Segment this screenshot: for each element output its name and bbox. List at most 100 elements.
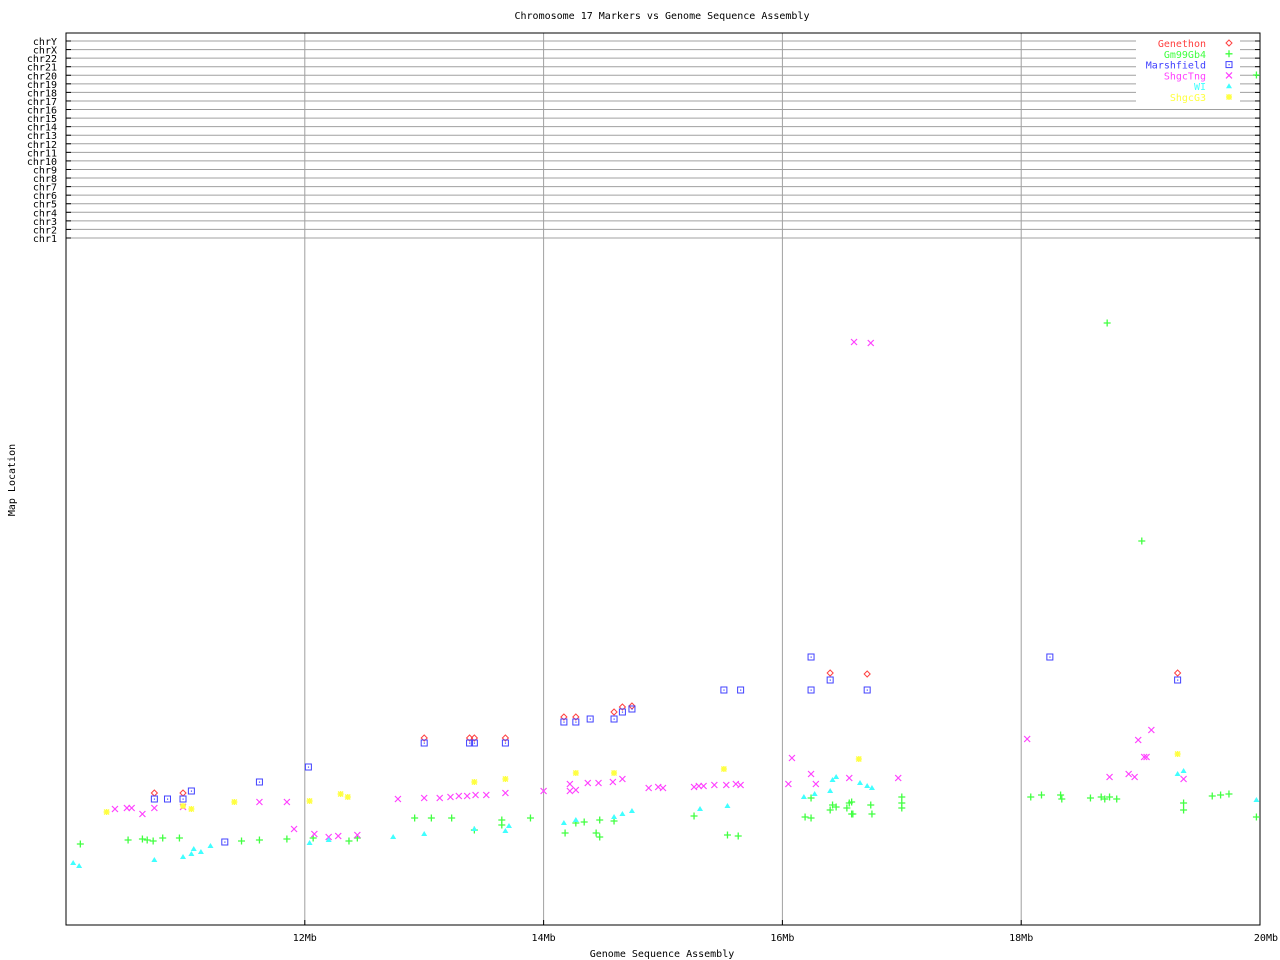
data-point-dot (575, 721, 577, 723)
data-point (807, 686, 815, 694)
data-point (1252, 813, 1260, 821)
y-axis-label: Map Location (7, 444, 18, 516)
data-point (560, 718, 568, 726)
legend-label: Gm99Gb4 (1164, 50, 1206, 61)
data-point (231, 799, 238, 805)
data-point (829, 801, 837, 809)
data-point (829, 777, 836, 782)
data-point-dot (190, 790, 193, 792)
legend-marker-square-icon-dot (1228, 64, 1230, 66)
data-point (187, 787, 195, 795)
data-point (128, 804, 136, 812)
data-point (498, 821, 506, 829)
data-point (420, 794, 428, 802)
data-point (734, 832, 742, 840)
data-point (618, 775, 626, 783)
data-point (421, 831, 428, 836)
data-points (70, 71, 1260, 868)
data-point (1140, 753, 1148, 761)
data-point (1253, 797, 1260, 802)
data-point (864, 783, 871, 788)
data-point (863, 670, 871, 678)
series-shgctng (111, 338, 1188, 841)
data-point-dot (563, 721, 565, 723)
data-point (724, 803, 731, 808)
data-point (501, 734, 510, 742)
data-point (611, 814, 618, 819)
data-point (238, 837, 246, 845)
data-point (1180, 768, 1187, 773)
data-point (850, 338, 858, 346)
y-axis-ticks: chr1chr2chr3chr4chr5chr6chr7chr8chr9chr1… (27, 37, 1260, 245)
data-point (255, 778, 263, 786)
data-point (560, 713, 568, 721)
data-point (848, 798, 856, 806)
data-point (572, 770, 579, 776)
legend-marker-cross-icon (1225, 71, 1233, 79)
data-point (845, 774, 853, 782)
data-point (595, 779, 602, 787)
data-point (466, 739, 474, 747)
data-point (103, 809, 110, 815)
data-point (867, 801, 875, 809)
data-point (163, 795, 171, 803)
data-point (502, 828, 509, 833)
chart-title: Chromosome 17 Markers vs Genome Sequence… (514, 11, 809, 22)
data-point (501, 789, 509, 797)
data-point (807, 653, 815, 661)
data-point (1106, 773, 1113, 781)
data-point (76, 863, 83, 868)
data-point (737, 686, 745, 694)
data-point (1101, 795, 1109, 803)
data-point (1138, 537, 1146, 545)
data-point (180, 854, 187, 859)
data-point (1103, 319, 1111, 327)
data-point (1125, 770, 1133, 778)
data-point-dot (1177, 679, 1179, 681)
legend-label: WI (1194, 82, 1206, 93)
data-point (898, 793, 906, 801)
y-tick-label: chrY (33, 37, 57, 48)
y-tick-label: chr6 (33, 191, 57, 202)
data-point (645, 784, 653, 792)
data-point (807, 770, 815, 778)
data-point (420, 739, 428, 747)
data-point (801, 813, 809, 821)
series-wi (70, 768, 1260, 868)
data-point (572, 713, 580, 721)
legend-label: ShgcTng (1164, 71, 1206, 82)
data-point-dot (810, 656, 812, 658)
data-point-dot (723, 689, 725, 691)
y-tick-label: chr18 (27, 88, 57, 99)
y-tick-label: chr11 (27, 148, 57, 159)
data-point (470, 734, 479, 742)
data-point (572, 786, 580, 794)
data-point (1252, 71, 1260, 79)
data-point (898, 804, 906, 812)
data-point (188, 806, 195, 812)
data-point (1131, 773, 1139, 781)
data-point (855, 756, 862, 762)
data-point (505, 823, 512, 828)
data-point (149, 837, 157, 845)
data-point (471, 779, 478, 785)
data-point (611, 770, 618, 776)
y-tick-label: chr21 (27, 63, 57, 74)
data-point (353, 831, 361, 839)
data-point (843, 804, 851, 812)
data-point (283, 835, 291, 843)
y-tick-label: chr4 (33, 208, 57, 219)
plot-frame (65, 32, 1261, 926)
data-point (1113, 795, 1121, 803)
data-point (150, 795, 158, 803)
x-axis-ticks: 12Mb 14Mb 16Mb 18Mb 20Mb (293, 920, 1278, 944)
series-gm99gb4 (76, 71, 1260, 848)
data-point (1046, 653, 1054, 661)
data-point-dot (423, 742, 425, 744)
data-point-dot (224, 841, 226, 843)
data-point (207, 843, 214, 848)
data-point-dot (621, 711, 624, 713)
x-tick-label: 18Mb (1009, 933, 1033, 944)
data-point (540, 787, 548, 795)
y-tick-label: chr9 (33, 165, 57, 176)
